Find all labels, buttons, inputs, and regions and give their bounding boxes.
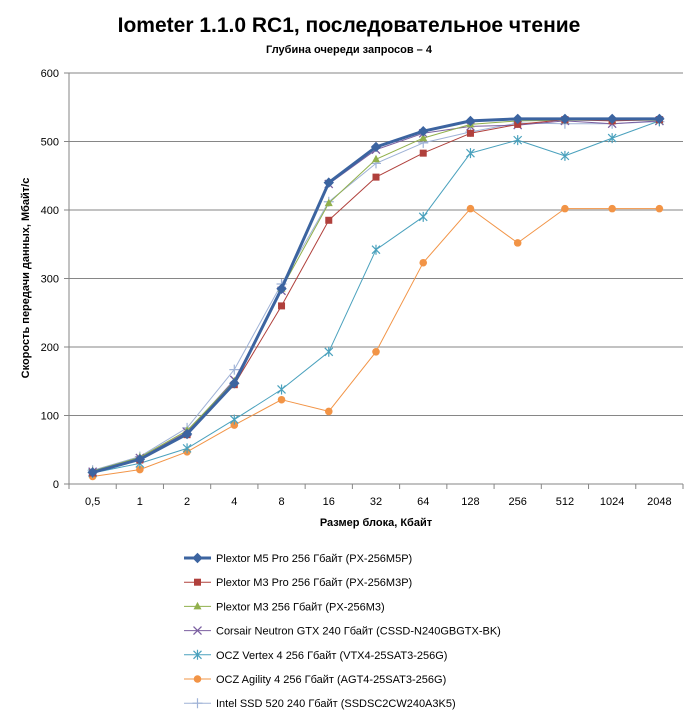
chart-title: Iometer 1.1.0 RC1, последовательное чтен… xyxy=(118,14,581,37)
data-point xyxy=(561,204,569,213)
data-point xyxy=(514,120,522,128)
data-point xyxy=(229,378,240,389)
y-axis-title: Скорость передачи данных, Мбайт/с xyxy=(20,178,32,379)
x-tick-label: 128 xyxy=(461,496,479,508)
legend-label: Plextor M5 Pro 256 Гбайт (PX-256M5P) xyxy=(216,553,412,565)
data-point xyxy=(277,395,286,404)
data-point xyxy=(192,552,203,564)
data-point xyxy=(193,601,202,610)
data-point xyxy=(193,626,202,636)
data-point xyxy=(466,148,475,159)
legend-label: OCZ Vertex 4 256 Гбайт (VTX4-25SAT3-256G… xyxy=(216,650,447,662)
x-tick-labels: 0,5 1 2 4 8 16 32 64 128 256 512 1024 2048 xyxy=(85,496,672,508)
data-point xyxy=(560,150,570,161)
data-point xyxy=(559,113,571,125)
data-point xyxy=(419,149,427,157)
data-point xyxy=(372,154,380,163)
data-point xyxy=(512,113,523,125)
data-point xyxy=(513,135,523,146)
y-tick-label: 100 xyxy=(41,411,59,423)
x-tick-label: 32 xyxy=(370,496,382,508)
series-1 xyxy=(87,113,665,478)
data-point xyxy=(229,414,239,425)
data-point xyxy=(229,364,240,375)
data-point xyxy=(87,467,98,478)
data-point xyxy=(655,204,664,213)
legend-item: Plextor M5 Pro 256 Гбайт (PX-256M5P) xyxy=(184,552,412,565)
x-tick-label: 64 xyxy=(417,496,429,508)
gridlines xyxy=(64,72,683,485)
data-point xyxy=(324,407,333,416)
y-tick-label: 400 xyxy=(41,205,59,217)
data-point xyxy=(278,302,286,310)
data-point xyxy=(324,346,334,357)
legend: Plextor M5 Pro 256 Гбайт (PX-256M5P) Plex… xyxy=(184,552,501,710)
data-point xyxy=(654,113,665,125)
y-tick-label: 500 xyxy=(41,137,59,149)
data-point xyxy=(325,216,333,224)
y-tick-label: 300 xyxy=(41,274,59,286)
legend-item: Plextor M3 256 Гбайт (PX-256M3) xyxy=(184,601,385,613)
data-point xyxy=(418,211,428,222)
data-point xyxy=(513,239,522,247)
chart-subtitle: Глубина очереди запросов – 4 xyxy=(266,44,433,56)
legend-item: OCZ Agility 4 256 Гбайт (AGT4-25SAT3-256… xyxy=(184,674,446,686)
x-tick-label: 256 xyxy=(509,496,527,508)
x-tick-label: 2 xyxy=(184,496,190,508)
legend-label: Plextor M3 Pro 256 Гбайт (PX-256M3P) xyxy=(216,577,412,589)
data-point xyxy=(277,384,286,395)
x-tick-label: 16 xyxy=(323,496,335,508)
data-point xyxy=(193,649,202,660)
data-point xyxy=(606,113,618,125)
y-tick-label: 200 xyxy=(41,342,59,354)
data-point xyxy=(372,173,380,181)
data-point xyxy=(419,258,428,267)
data-point xyxy=(182,443,192,454)
data-point xyxy=(372,347,380,356)
legend-item: OCZ Vertex 4 256 Гбайт (VTX4-25SAT3-256G… xyxy=(184,650,447,662)
y-tick-label: 600 xyxy=(41,68,59,80)
x-tick-label: 0,5 xyxy=(85,496,100,508)
data-point xyxy=(181,428,193,440)
x-axis-title: Размер блока, Кбайт xyxy=(320,517,433,529)
y-tick-labels: 0 100 200 300 400 500 600 xyxy=(41,68,59,491)
legend-label: Intel SSD 520 240 Гбайт (SSDSC2CW240A3K5… xyxy=(216,698,456,710)
legend-label: OCZ Agility 4 256 Гбайт (AGT4-25SAT3-256… xyxy=(216,674,446,686)
data-point xyxy=(192,698,203,709)
series-lines xyxy=(87,113,665,481)
data-point xyxy=(608,204,616,213)
data-point xyxy=(418,126,429,137)
x-tick-label: 1024 xyxy=(600,496,624,508)
data-point xyxy=(371,244,381,255)
data-point xyxy=(324,198,333,207)
data-point xyxy=(136,465,144,474)
data-point xyxy=(419,133,428,142)
legend-item: Corsair Neutron GTX 240 Гбайт (CSSD-N240… xyxy=(184,626,501,638)
data-point xyxy=(193,675,202,683)
data-point xyxy=(465,115,476,127)
axes xyxy=(68,73,684,489)
y-tick-label: 0 xyxy=(53,479,59,491)
data-point xyxy=(370,141,382,153)
legend-item: Plextor M3 Pro 256 Гбайт (PX-256M3P) xyxy=(184,577,412,589)
legend-item: Intel SSD 520 240 Гбайт (SSDSC2CW240A3K5… xyxy=(184,698,456,710)
data-point xyxy=(323,177,334,188)
data-point xyxy=(276,283,287,294)
data-point xyxy=(230,421,239,429)
data-point xyxy=(466,204,475,213)
x-tick-label: 2048 xyxy=(647,496,671,508)
x-tick-label: 512 xyxy=(556,496,574,508)
legend-label: Corsair Neutron GTX 240 Гбайт (CSSD-N240… xyxy=(216,626,501,638)
legend-label: Plextor M3 256 Гбайт (PX-256M3) xyxy=(216,601,385,613)
data-point xyxy=(607,133,617,144)
data-point xyxy=(134,454,146,465)
x-tick-label: 4 xyxy=(231,496,237,508)
x-tick-label: 8 xyxy=(278,496,284,508)
data-point xyxy=(194,578,201,586)
x-tick-label: 1 xyxy=(137,496,143,508)
data-point xyxy=(466,129,474,137)
